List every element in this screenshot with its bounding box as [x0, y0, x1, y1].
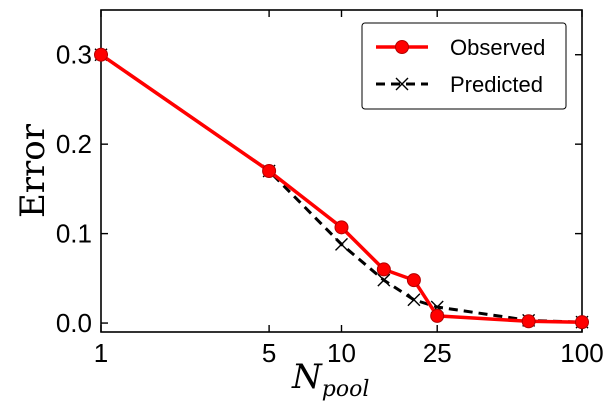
y-tick-label: 0.3	[56, 40, 92, 70]
legend-predicted-marker	[395, 77, 409, 91]
x-tick-label: 10	[327, 338, 356, 368]
x-axis-label: Npool	[291, 357, 369, 402]
series-line-observed	[100, 53, 583, 324]
x-axis-label-main: N	[291, 357, 323, 397]
x-tick-label: 1	[94, 338, 108, 368]
series-layer	[94, 47, 589, 330]
legend-predicted-label: Predicted	[450, 72, 543, 97]
data-point-predicted	[407, 293, 421, 307]
data-point-predicted	[377, 273, 391, 287]
data-point-observed	[94, 47, 108, 62]
x-tick-label: 25	[423, 338, 452, 368]
data-point-observed	[575, 315, 589, 330]
x-axis-label-subscript: pool	[322, 377, 370, 402]
y-tick-label: 0.1	[56, 219, 92, 249]
legend-observed-marker	[395, 40, 409, 54]
y-axis-label: Error	[13, 123, 53, 218]
y-axis-ticks: 0.0 0.1 0.2 0.3	[56, 40, 582, 338]
legend: Observed Predicted	[361, 22, 567, 110]
data-point-predicted	[335, 237, 348, 251]
legend-box	[361, 22, 567, 110]
y-tick-label: 0.2	[56, 129, 92, 159]
data-point-observed	[430, 308, 445, 323]
data-point-observed	[262, 164, 277, 178]
data-point-observed	[376, 262, 391, 277]
x-tick-label: 5	[262, 338, 276, 368]
x-axis-ticks: 1 5 10 25 100	[94, 10, 604, 368]
legend-observed-label: Observed	[450, 35, 545, 60]
x-tick-label: 100	[560, 338, 603, 368]
data-point-observed	[334, 220, 349, 235]
y-tick-label: 0.0	[56, 308, 92, 338]
data-point-observed	[406, 273, 421, 288]
series-line-predicted	[100, 53, 583, 324]
data-point-observed	[521, 314, 536, 329]
